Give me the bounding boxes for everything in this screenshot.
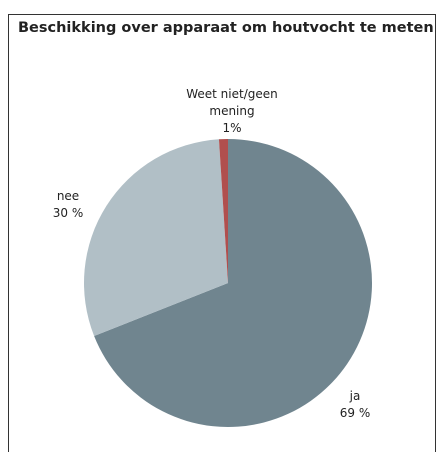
slice-label: ja 69 % bbox=[335, 388, 375, 422]
category-label: nee bbox=[56, 189, 80, 203]
category-label: ja bbox=[349, 389, 361, 403]
value-label: 30 % bbox=[52, 206, 84, 220]
value-label: 69 % bbox=[339, 406, 371, 420]
slice-label: nee 30 % bbox=[48, 188, 88, 222]
pie-slice bbox=[83, 139, 229, 337]
value-label: 1% bbox=[222, 121, 242, 135]
slice-label: Weet niet/geen mening 1% bbox=[177, 86, 287, 137]
category-label: Weet niet/geen mening bbox=[186, 87, 278, 118]
pie-slice bbox=[94, 139, 372, 427]
frame bbox=[8, 14, 436, 452]
pie-slice bbox=[218, 139, 228, 283]
chart-title: Beschikking over apparaat om houtvocht t… bbox=[18, 20, 434, 36]
